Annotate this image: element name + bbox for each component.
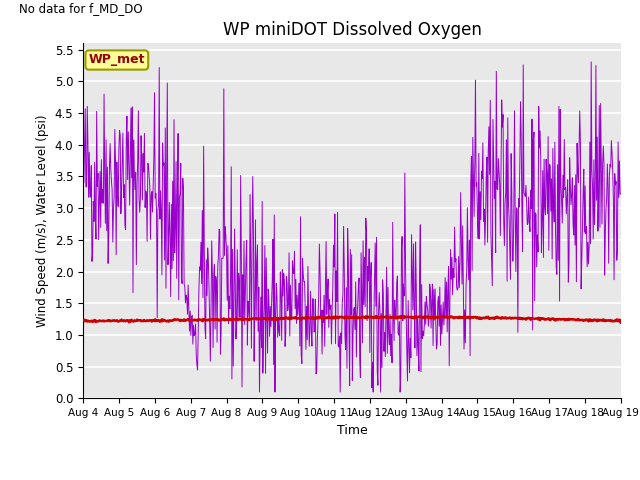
- Y-axis label: Wind Speed (m/s), Water Level (psi): Wind Speed (m/s), Water Level (psi): [36, 115, 49, 327]
- Text: WP_met: WP_met: [88, 53, 145, 67]
- Title: WP miniDOT Dissolved Oxygen: WP miniDOT Dissolved Oxygen: [223, 21, 481, 39]
- X-axis label: Time: Time: [337, 424, 367, 437]
- Text: No data for f_MD_DO: No data for f_MD_DO: [19, 2, 142, 15]
